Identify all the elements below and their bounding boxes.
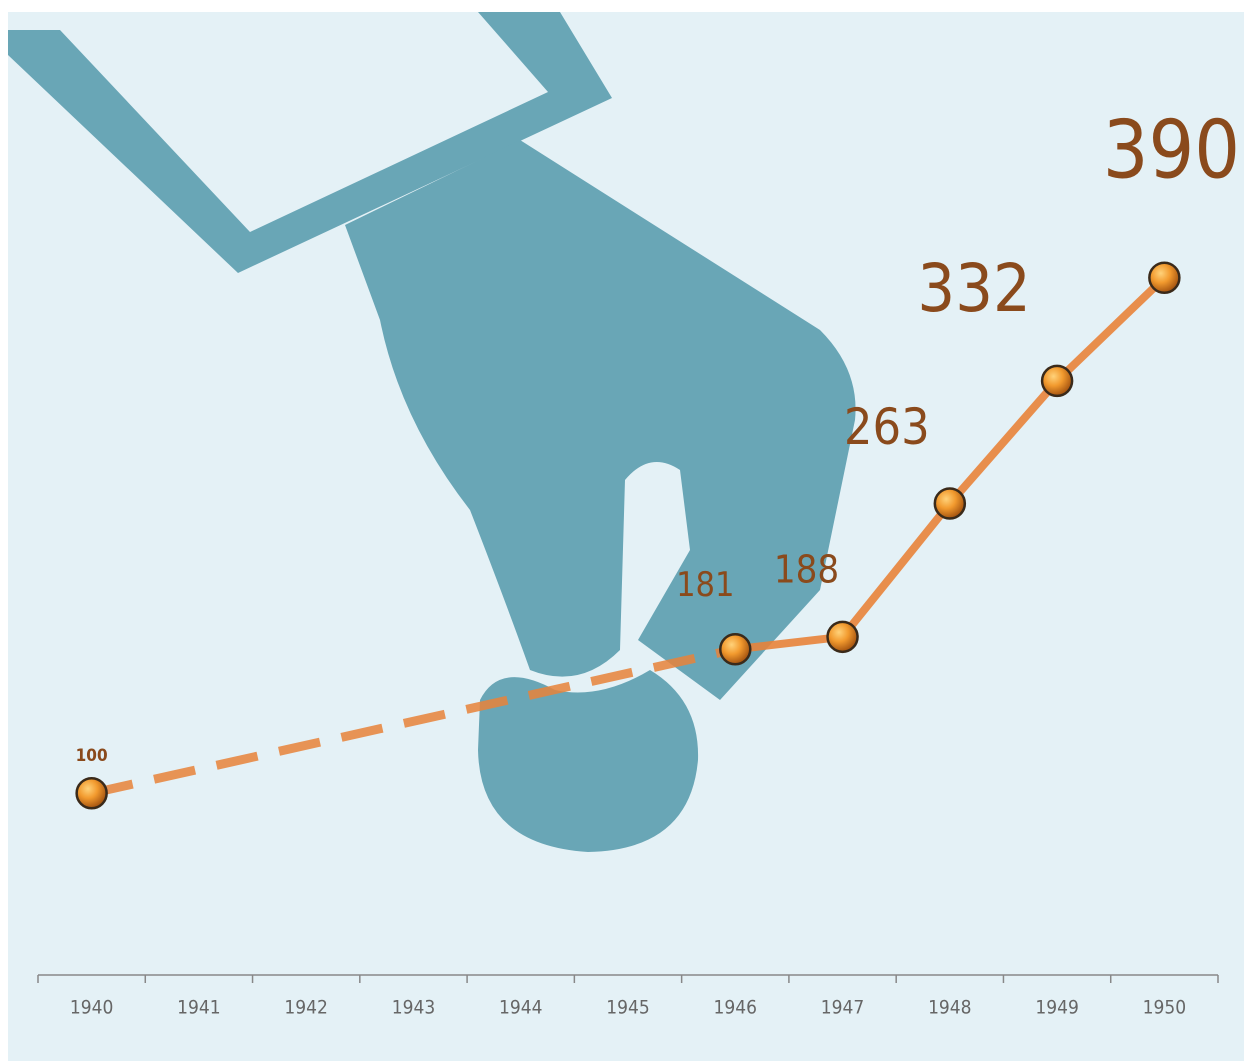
value-label: 390 bbox=[1103, 104, 1240, 197]
x-tick-label: 1943 bbox=[392, 997, 436, 1019]
x-tick-label: 1946 bbox=[714, 997, 758, 1019]
value-label: 263 bbox=[844, 398, 930, 456]
x-tick-label: 1950 bbox=[1143, 997, 1187, 1019]
data-point bbox=[719, 633, 752, 666]
x-tick-label: 1942 bbox=[284, 997, 328, 1019]
data-point bbox=[75, 776, 108, 810]
data-point bbox=[933, 487, 967, 520]
data-point bbox=[1148, 261, 1181, 294]
plot-background bbox=[8, 12, 1244, 1061]
hand-illustration bbox=[8, 12, 856, 852]
dashed-connector bbox=[90, 644, 737, 798]
x-tick-label: 1944 bbox=[499, 997, 543, 1019]
value-label: 100 bbox=[76, 746, 108, 766]
value-label: 188 bbox=[774, 547, 839, 591]
x-tick-label: 1949 bbox=[1035, 997, 1079, 1019]
data-point bbox=[826, 620, 859, 654]
x-tick-label: 1945 bbox=[606, 997, 650, 1019]
x-tick-label: 1947 bbox=[821, 997, 865, 1019]
x-tick-label: 1948 bbox=[928, 997, 972, 1019]
data-point bbox=[1040, 364, 1074, 398]
x-tick-label: 1940 bbox=[70, 997, 114, 1019]
value-label: 181 bbox=[676, 565, 734, 605]
x-tick-label: 1941 bbox=[177, 997, 221, 1019]
value-label: 332 bbox=[917, 250, 1030, 327]
